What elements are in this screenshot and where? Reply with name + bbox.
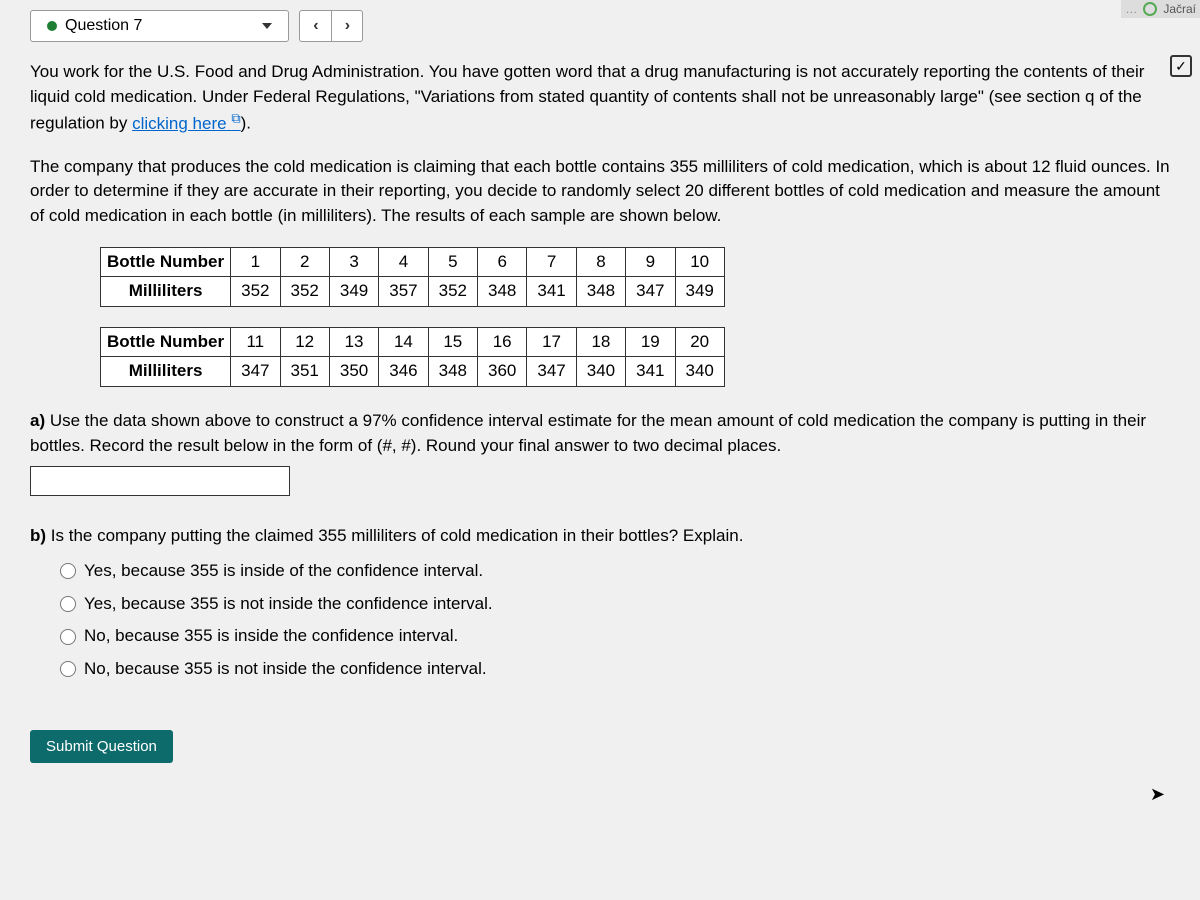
row-header: Bottle Number: [101, 247, 231, 277]
part-a-text: Use the data shown above to construct a …: [30, 411, 1146, 455]
radio-input-4[interactable]: [60, 661, 76, 677]
top-bar-partial: … Jačraí: [1121, 0, 1200, 18]
radio-option-1[interactable]: Yes, because 355 is inside of the confid…: [60, 559, 1170, 584]
question-dropdown[interactable]: Question 7: [30, 10, 289, 42]
radio-input-3[interactable]: [60, 629, 76, 645]
intro-paragraph-1: You work for the U.S. Food and Drug Admi…: [30, 60, 1170, 137]
chevron-down-icon: [262, 23, 272, 29]
intro-paragraph-2: The company that produces the cold medic…: [30, 155, 1170, 229]
status-circle-icon: [1143, 2, 1157, 16]
table-row: Milliliters 347 351 350 346 348 360 347 …: [101, 357, 725, 387]
part-b-text: Is the company putting the claimed 355 m…: [51, 526, 744, 545]
part-a: a) Use the data shown above to construct…: [30, 409, 1170, 496]
radio-label: Yes, because 355 is not inside the confi…: [84, 592, 493, 617]
radio-label: Yes, because 355 is inside of the confid…: [84, 559, 483, 584]
chevron-right-icon: ›: [345, 17, 350, 35]
row-header: Bottle Number: [101, 327, 231, 357]
checkmark-tool-icon[interactable]: ✓: [1170, 55, 1192, 77]
question-label: Question 7: [65, 17, 142, 35]
radio-input-2[interactable]: [60, 596, 76, 612]
radio-input-1[interactable]: [60, 563, 76, 579]
part-a-label: a): [30, 411, 50, 430]
question-header: Question 7 ‹ ›: [30, 10, 1170, 42]
external-link-icon: ⧉: [231, 110, 240, 125]
prev-button[interactable]: ‹: [299, 10, 331, 42]
cursor-icon: ➤: [1150, 784, 1165, 805]
regulation-link[interactable]: clicking here ⧉: [132, 114, 241, 133]
radio-option-4[interactable]: No, because 355 is not inside the confid…: [60, 657, 1170, 682]
radio-label: No, because 355 is inside the confidence…: [84, 624, 458, 649]
part-b-label: b): [30, 526, 51, 545]
part-b: b) Is the company putting the claimed 35…: [30, 524, 1170, 681]
row-header: Milliliters: [101, 277, 231, 307]
radio-label: No, because 355 is not inside the confid…: [84, 657, 487, 682]
status-dot-icon: [47, 21, 57, 31]
radio-option-3[interactable]: No, because 355 is inside the confidence…: [60, 624, 1170, 649]
chevron-left-icon: ‹: [313, 17, 318, 35]
table-row: Bottle Number 11 12 13 14 15 16 17 18 19…: [101, 327, 725, 357]
data-table-2: Bottle Number 11 12 13 14 15 16 17 18 19…: [100, 327, 725, 387]
table-row: Milliliters 352 352 349 357 352 348 341 …: [101, 277, 725, 307]
row-header: Milliliters: [101, 357, 231, 387]
next-button[interactable]: ›: [331, 10, 363, 42]
data-table-1: Bottle Number 1 2 3 4 5 6 7 8 9 10 Milli…: [100, 247, 725, 307]
radio-option-2[interactable]: Yes, because 355 is not inside the confi…: [60, 592, 1170, 617]
confidence-interval-input[interactable]: [30, 466, 290, 496]
submit-button[interactable]: Submit Question: [30, 730, 173, 763]
table-row: Bottle Number 1 2 3 4 5 6 7 8 9 10: [101, 247, 725, 277]
